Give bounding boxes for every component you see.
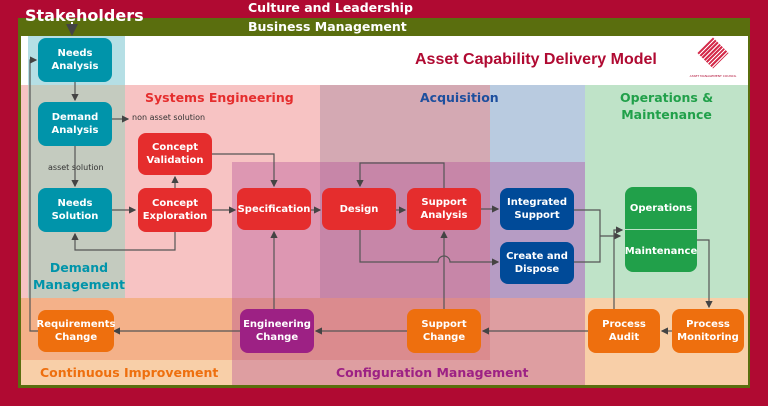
design-box[interactable]: Design — [322, 188, 396, 230]
specification-box[interactable]: Specification — [237, 188, 311, 230]
support-change-box[interactable]: Support Change — [407, 309, 481, 353]
business-label: Business Management — [248, 19, 407, 34]
logo-text: ASSET MANAGEMENT COUNCIL — [689, 74, 737, 78]
zone-label-acquisition: Acquisition — [420, 90, 499, 105]
page-title: Asset Capability Delivery Model — [415, 51, 657, 68]
engineering-change-box[interactable]: Engineering Change — [240, 309, 314, 353]
asset-solution-label: asset solution — [48, 163, 104, 172]
zone-label-continuous: Continuous Improvement — [40, 365, 219, 380]
culture-label: Culture and Leadership — [248, 0, 413, 15]
process-audit-box[interactable]: Process Audit — [588, 309, 660, 353]
needs-solution-box[interactable]: Needs Solution — [38, 188, 112, 232]
zone-label-demand: Demand Management — [33, 260, 126, 292]
create-dispose-box[interactable]: Create and Dispose — [500, 242, 574, 284]
requirements-change-box[interactable]: Requirements Change — [37, 310, 115, 352]
concept-exploration-box[interactable]: Concept Exploration — [138, 188, 212, 232]
maintenance-box[interactable]: Maintenance — [625, 230, 697, 272]
non-asset-solution-label: non asset solution — [132, 113, 206, 122]
zone-label-systems-engineering: Systems Engineering — [145, 90, 294, 105]
process-monitoring-box[interactable]: Process Monitoring — [672, 309, 744, 353]
zone-label-operations: Operations & Maintenance — [620, 90, 714, 122]
logo: ASSET MANAGEMENT COUNCIL — [680, 37, 746, 82]
operations-box[interactable]: Operations — [625, 187, 697, 229]
integrated-support-box[interactable]: Integrated Support — [500, 188, 574, 230]
zone-label-configuration: Configuration Management — [336, 365, 529, 380]
stakeholders-label: Stakeholders — [25, 6, 144, 25]
support-analysis-box[interactable]: Support Analysis — [407, 188, 481, 230]
demand-analysis-box[interactable]: Demand Analysis — [38, 102, 112, 146]
concept-validation-box[interactable]: Concept Validation — [138, 133, 212, 175]
needs-analysis-box[interactable]: Needs Analysis — [38, 38, 112, 82]
